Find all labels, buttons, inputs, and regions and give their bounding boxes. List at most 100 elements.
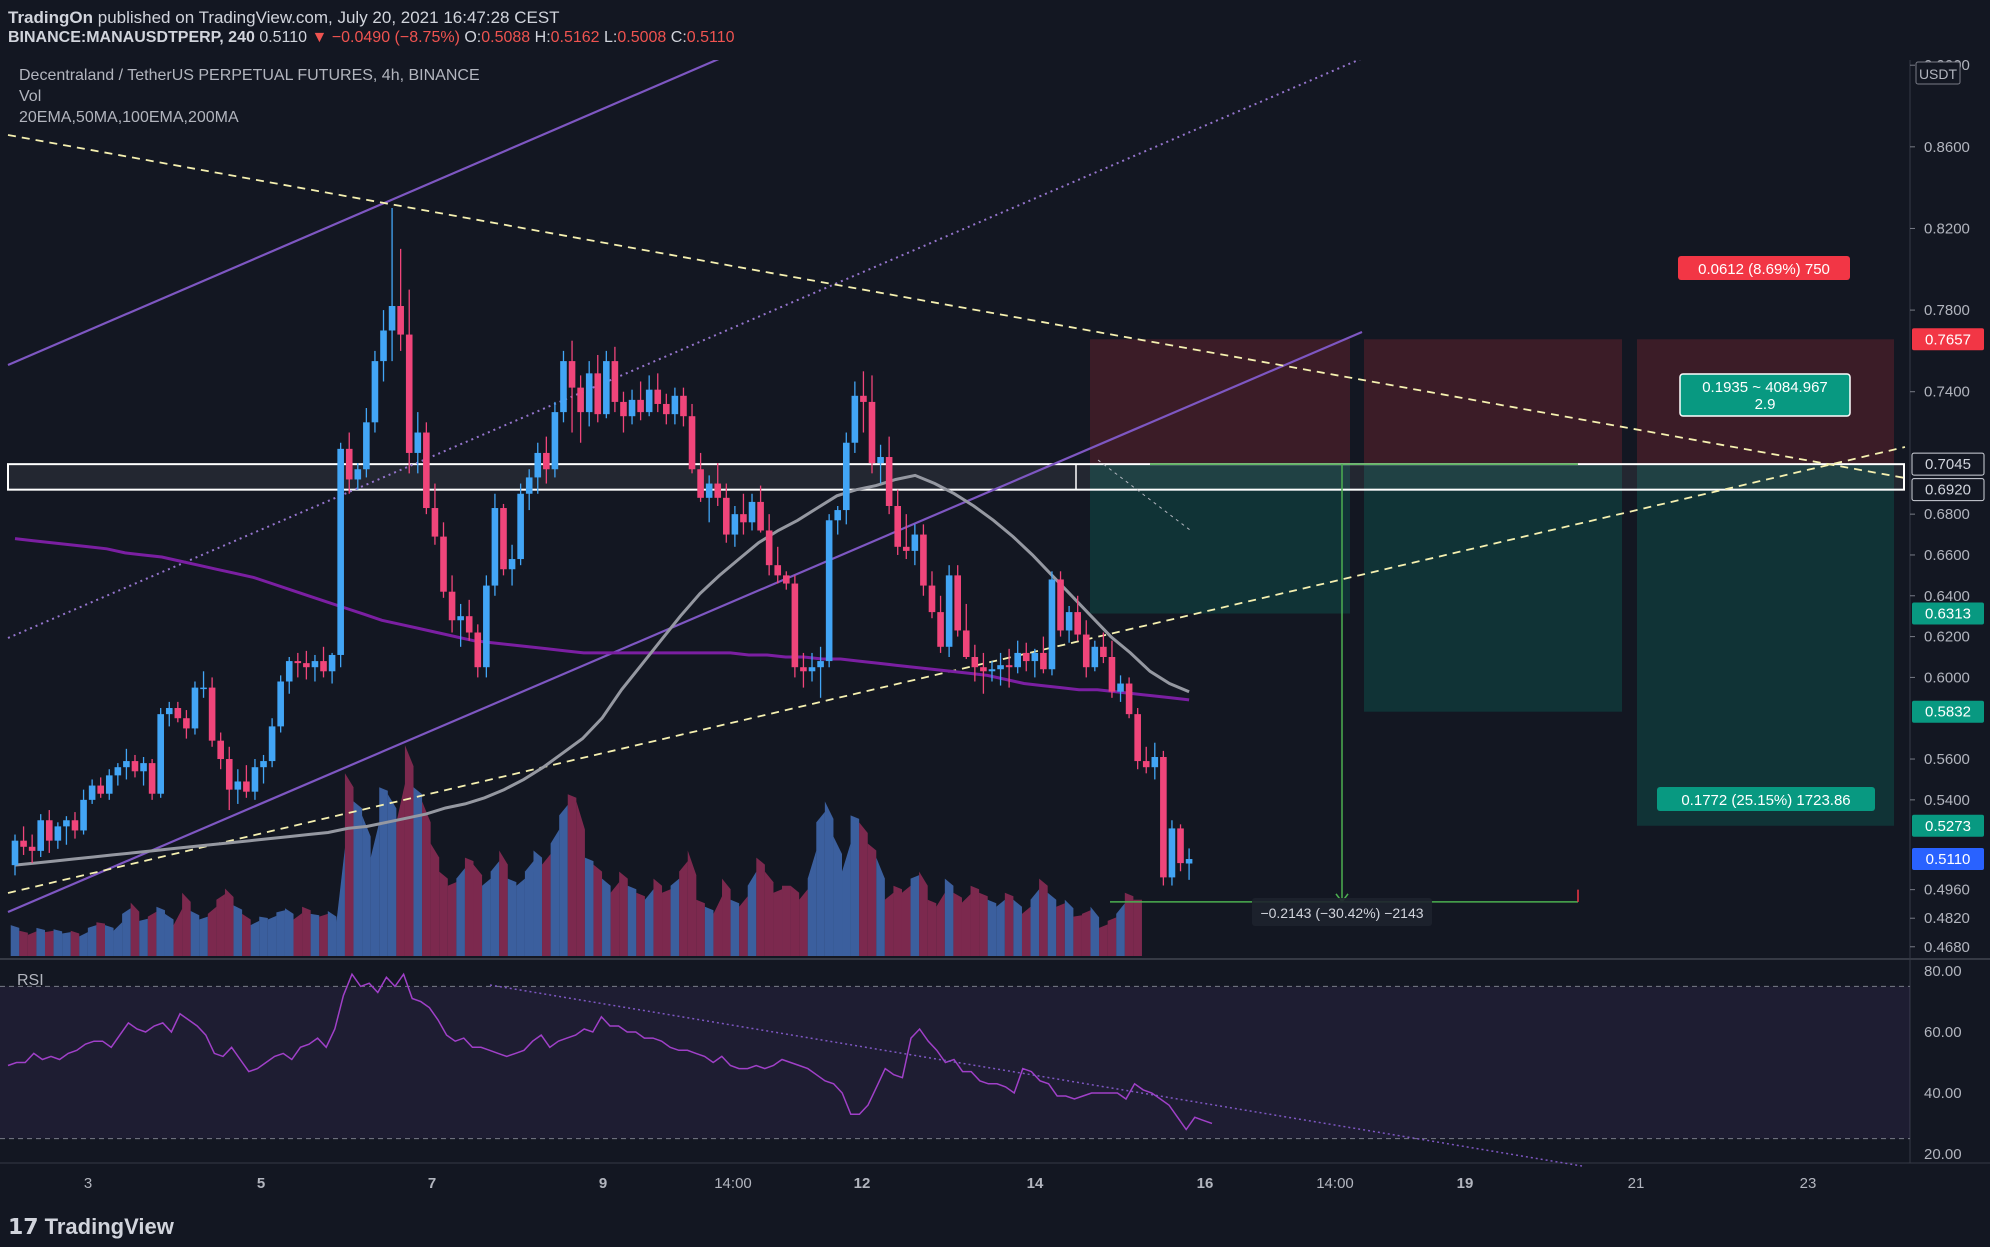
publisher-name[interactable]: TradingOn: [8, 8, 93, 27]
volume-area: [70, 930, 80, 956]
symbol-name[interactable]: BINANCE:MANAUSDTPERP, 240: [8, 29, 255, 46]
price-tick-label: 0.4820: [1924, 910, 1970, 927]
rsi-legend[interactable]: RSI: [17, 972, 44, 989]
volume-area: [147, 911, 157, 956]
price-tick-label: 0.6400: [1924, 588, 1970, 605]
volume-area: [1090, 906, 1100, 956]
resistance-zone: [7, 463, 1905, 491]
tradingview-logo[interactable]: 𝟭𝟳 TradingView: [8, 1214, 174, 1240]
candle-body: [757, 501, 764, 531]
candle-body: [311, 661, 319, 668]
candle-body: [517, 493, 524, 560]
candle-body: [191, 687, 199, 729]
volume-legend[interactable]: Vol: [19, 88, 42, 105]
volume-area: [679, 861, 688, 956]
price-label-box: [1911, 452, 1985, 476]
volume-area: [1064, 899, 1074, 956]
time-tick-label: 14:00: [1316, 1175, 1354, 1192]
price-tick-label: 0.7800: [1924, 302, 1970, 319]
channel-lower-line: [7, 330, 1363, 914]
candle-body: [140, 763, 147, 772]
instrument-legend[interactable]: Decentraland / TetherUS PERPETUAL FUTURE…: [19, 67, 480, 84]
candle-body: [491, 508, 499, 586]
volume-area: [782, 885, 791, 956]
open-value: 0.5088: [481, 29, 531, 46]
volume-area: [104, 925, 114, 956]
volume-area: [996, 899, 1005, 956]
volume-area: [250, 920, 260, 956]
time-tick-label: 19: [1457, 1175, 1474, 1192]
volume-area: [473, 864, 483, 956]
volume-area: [670, 878, 680, 956]
volume-area: [696, 899, 705, 956]
rsi-line: [7, 972, 1213, 1131]
volume-area: [919, 871, 928, 956]
candle-body: [1100, 646, 1107, 657]
volume-area: [353, 801, 363, 956]
time-tick-label: 23: [1800, 1175, 1817, 1192]
candle-body: [465, 616, 473, 633]
time-tick-label: 3: [84, 1175, 92, 1192]
candle-body: [440, 536, 447, 592]
volume-area: [447, 882, 457, 956]
candle-body: [954, 575, 961, 631]
volume-area: [439, 871, 448, 956]
candle-body: [928, 585, 936, 613]
candle-body: [80, 799, 87, 831]
down-triangle-icon: ▼: [311, 29, 328, 46]
risk-label: 0.0612 (8.69%) 750: [1698, 261, 1830, 278]
price-label: 0.5110: [1926, 851, 1971, 868]
price-tick-label: 0.5400: [1924, 792, 1970, 809]
candle-body: [1177, 828, 1184, 864]
candle-body: [851, 395, 859, 443]
volume-area: [267, 915, 277, 956]
candle-body: [628, 399, 636, 417]
price-label: 0.6920: [1925, 482, 1971, 499]
volume-area: [362, 815, 371, 956]
candle-body: [1091, 646, 1099, 668]
volume-area: [987, 899, 997, 956]
volume-area: [413, 787, 423, 956]
volume-area: [310, 913, 320, 956]
symbol-line: BINANCE:MANAUSDTPERP, 240 0.5110 ▼ −0.04…: [8, 29, 735, 47]
volume-area: [216, 894, 225, 956]
candle-body: [551, 412, 559, 470]
candle-body: [962, 630, 970, 657]
ma-legend[interactable]: 20EMA,50MA,100EMA,200MA: [19, 109, 239, 126]
candle-body: [1057, 579, 1064, 631]
volume-area: [516, 878, 525, 956]
measure-label: −0.2143 (−30.42%) −2143: [1260, 905, 1423, 921]
volume-area: [901, 885, 911, 956]
volume-area: [456, 868, 465, 956]
candle-body: [345, 448, 353, 480]
volume-area: [756, 857, 765, 956]
volume-area: [27, 931, 37, 956]
candle-body: [414, 432, 422, 453]
volume-area: [636, 892, 645, 956]
candle-body: [105, 775, 113, 794]
rsi-tick-label: 60.00: [1924, 1024, 1962, 1041]
candle-body: [71, 820, 79, 831]
candle-body: [894, 505, 902, 547]
volume-area: [336, 847, 345, 956]
candle-body: [654, 389, 662, 404]
rsi-tick-label: 40.00: [1924, 1085, 1962, 1102]
header-bar: TradingOn published on TradingView.com, …: [0, 0, 1990, 60]
candle-body: [1125, 683, 1133, 715]
candle-body: [1031, 652, 1039, 662]
volume-area: [773, 889, 783, 956]
high-value: 0.5162: [550, 29, 600, 46]
candle-body: [585, 373, 593, 413]
candle-body: [1108, 657, 1116, 692]
candle-body: [620, 401, 627, 417]
low-label: L:: [604, 29, 618, 46]
candle-body: [200, 687, 207, 690]
candle-body: [28, 846, 36, 851]
candle-body: [20, 840, 27, 847]
candle-body: [260, 761, 267, 768]
candle-body: [1142, 761, 1150, 768]
price-label: 0.7045: [1925, 456, 1971, 473]
price-tick-label: 0.6800: [1924, 506, 1970, 523]
volume-area: [713, 896, 723, 956]
